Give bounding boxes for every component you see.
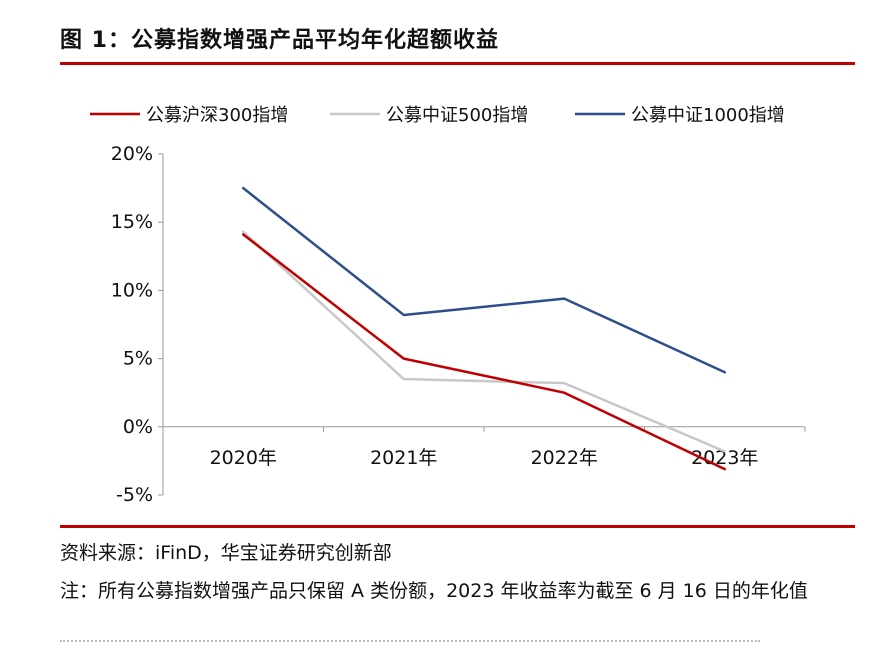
y-tick-label: 10% — [111, 279, 153, 301]
legend-label-2: 公募中证500指增 — [386, 105, 528, 126]
title-divider — [60, 62, 855, 65]
x-tick-label: 2021年 — [370, 447, 437, 469]
y-tick-label: 15% — [111, 211, 153, 233]
page-cut-line — [60, 640, 760, 648]
series-line-3 — [242, 186, 726, 374]
legend-label-1: 公募沪深300指增 — [146, 105, 288, 126]
note-text: 注：所有公募指数增强产品只保留 A 类份额，2023 年收益率为截至 6 月 1… — [60, 580, 808, 602]
x-tick-label: 2023年 — [691, 447, 758, 469]
series-line-2 — [242, 230, 726, 453]
chart-title: 图 1：公募指数增强产品平均年化超额收益 — [60, 28, 499, 53]
y-tick-label: 0% — [123, 416, 153, 438]
y-tick-label: 5% — [123, 348, 153, 370]
footer-divider — [60, 525, 855, 528]
y-tick-label: -5% — [116, 484, 153, 506]
line-chart: -5% 0% 5% 10% 15% 20% 2020年 2021年 2022年 2023年 公募沪深… — [90, 105, 806, 506]
y-tick-label: 20% — [111, 143, 153, 165]
source-text: 资料来源：iFinD，华宝证券研究创新部 — [60, 542, 392, 564]
legend-label-3: 公募中证1000指增 — [631, 105, 785, 126]
x-tick-label: 2022年 — [531, 447, 598, 469]
x-tick-label: 2020年 — [210, 447, 277, 469]
series-line-1 — [242, 233, 726, 471]
